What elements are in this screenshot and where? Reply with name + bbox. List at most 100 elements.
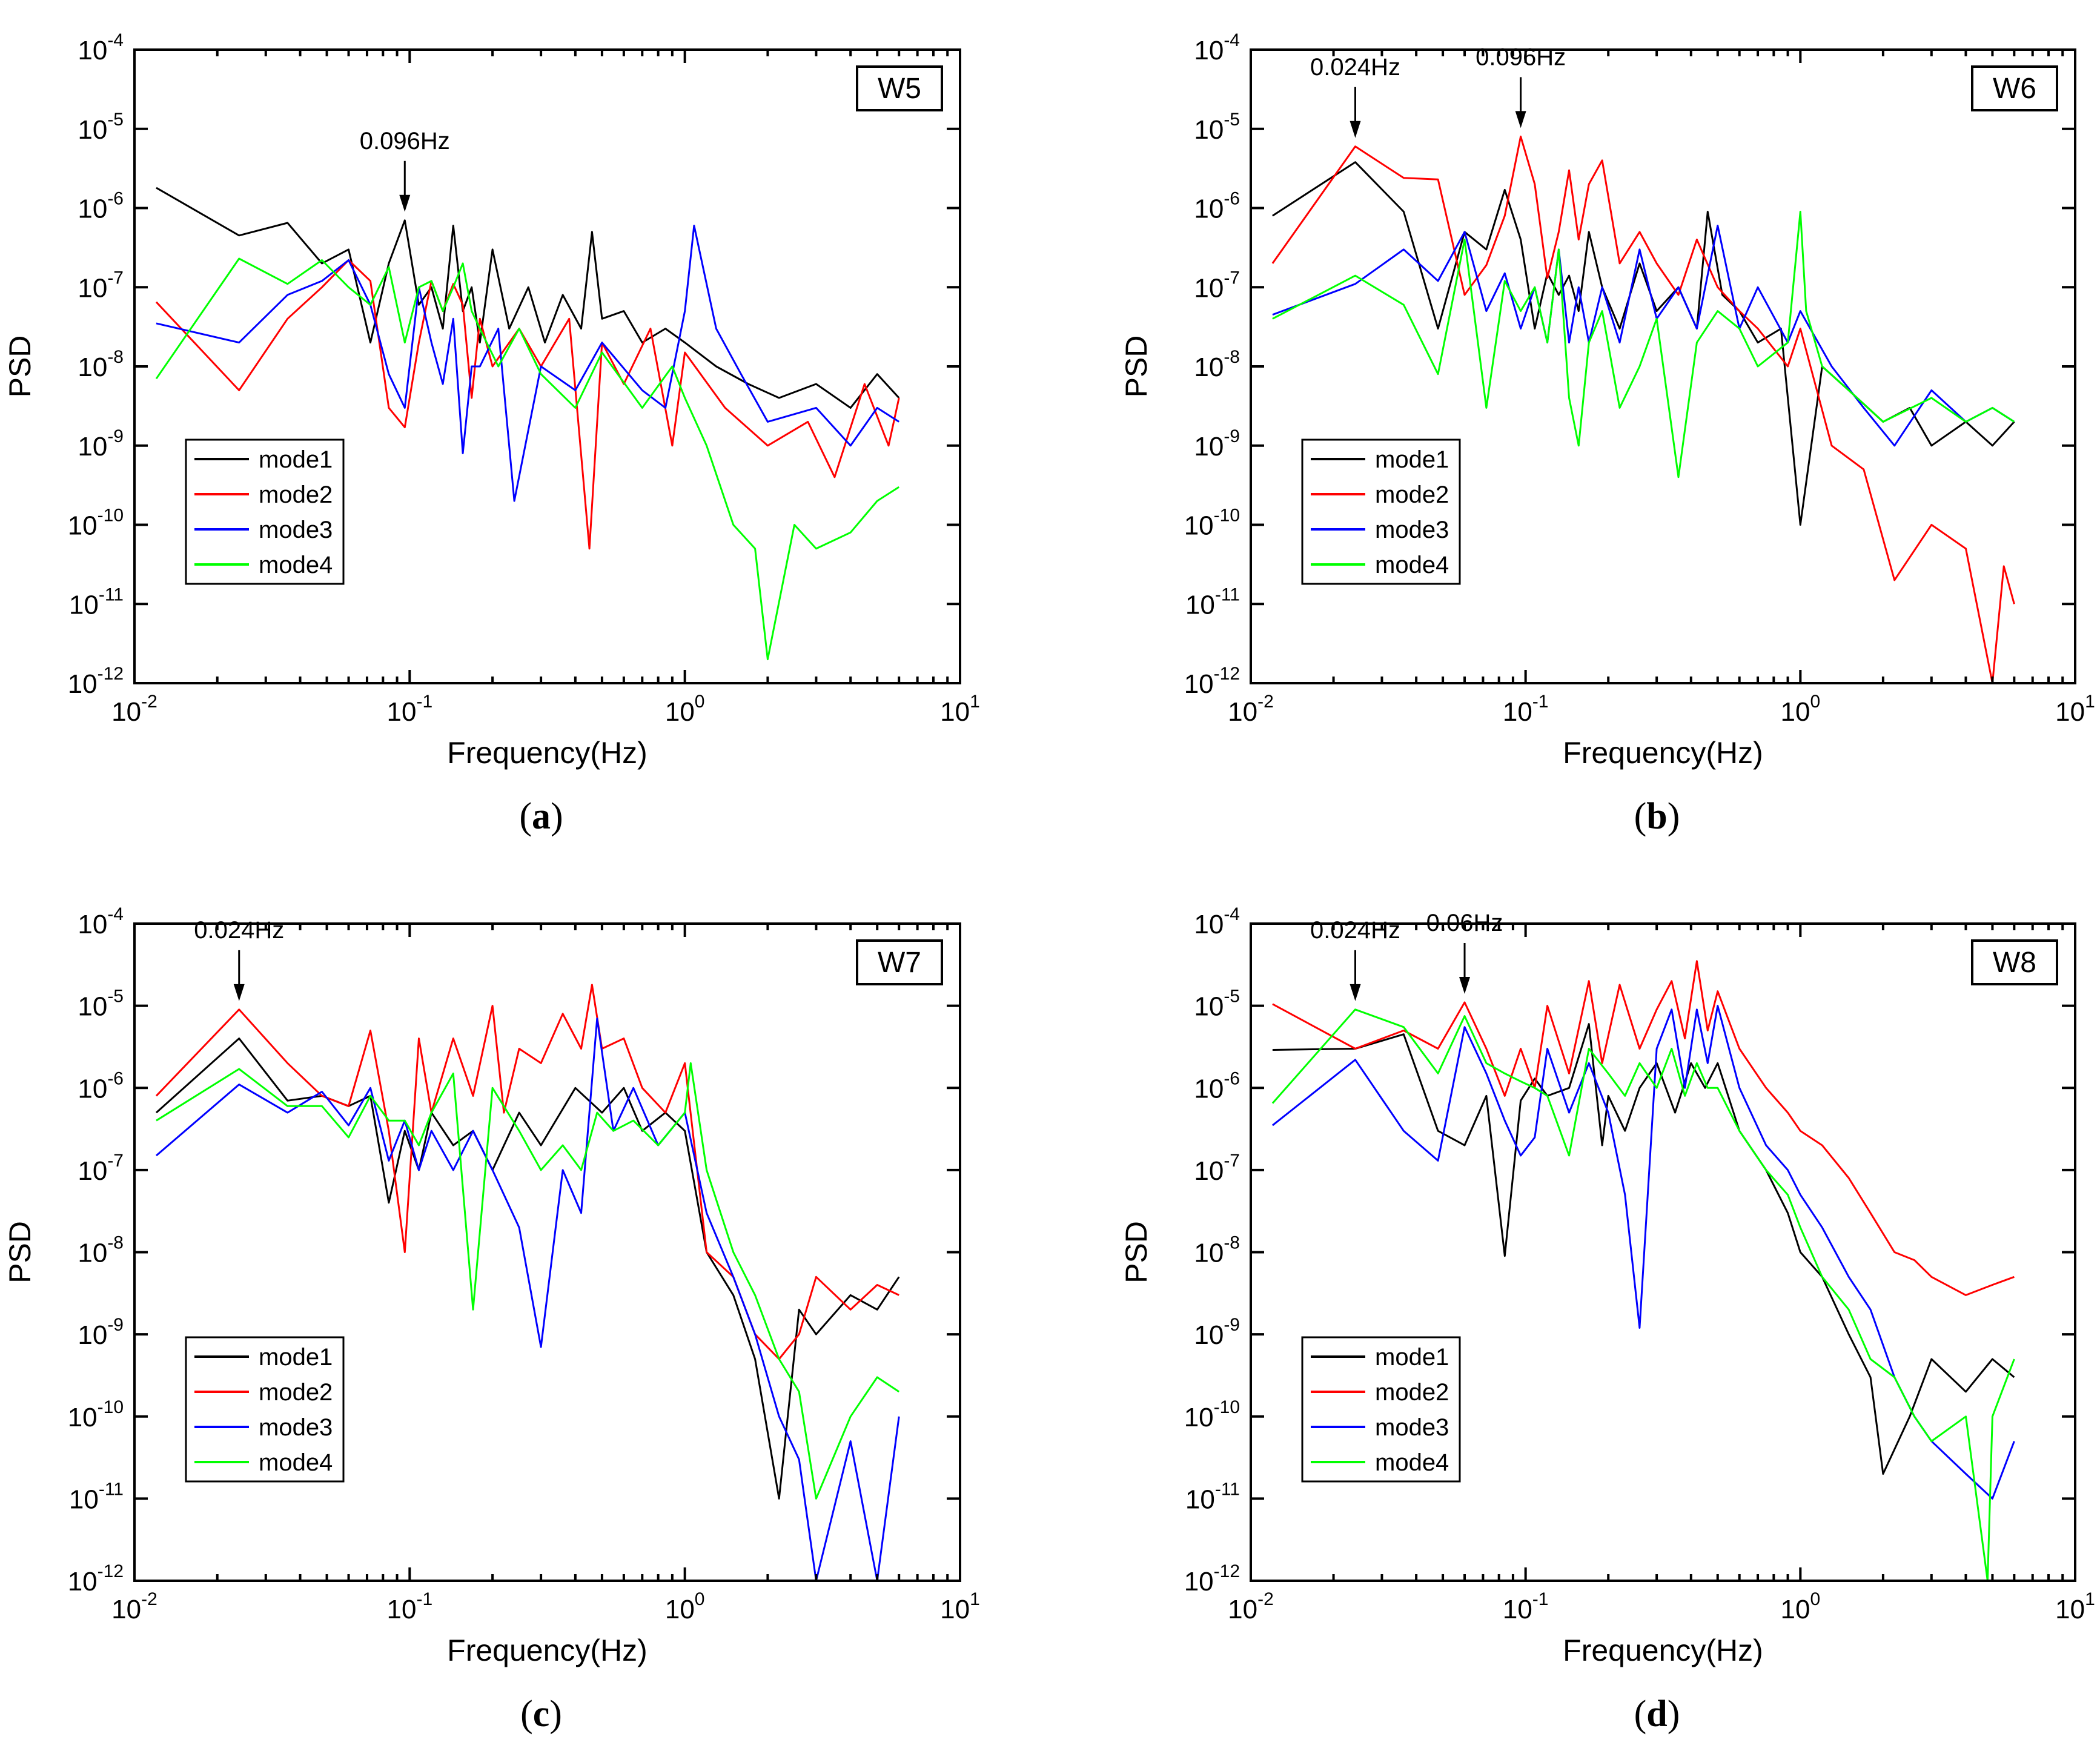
well-tag-label: W8 <box>1993 947 2036 979</box>
x-axis-label: Frequency(Hz) <box>1563 736 1763 770</box>
y-tick-label: 10-7 <box>1194 268 1240 303</box>
panel-caption: (b) <box>1634 796 1680 837</box>
y-tick-label: 10-8 <box>78 1233 124 1268</box>
chart-panel-a: 10-2 10-1 100 101 10-12 10-11 10-10 10-9 10-8 10-… <box>3 30 980 837</box>
legend-label-mode1: mode1 <box>1375 1344 1449 1371</box>
legend-label-mode1: mode1 <box>259 446 333 473</box>
y-tick-label: 10-9 <box>78 1315 124 1350</box>
legend-label-mode2: mode2 <box>259 1379 333 1406</box>
y-axis-label: PSD <box>3 336 37 398</box>
panel-caption: (c) <box>520 1693 562 1735</box>
y-tick-label: 10-11 <box>69 584 124 620</box>
legend-label-mode2: mode2 <box>1375 481 1449 508</box>
y-tick-label: 10-6 <box>78 189 124 224</box>
y-tick-label: 10-12 <box>68 664 124 699</box>
y-tick-label: 10-5 <box>78 110 124 145</box>
legend-box <box>185 438 345 585</box>
chart-panel-b: 10-2 10-1 100 101 10-12 10-11 10-10 10-9 10-8 10-… <box>1119 30 2095 837</box>
legend: mode1 mode2 mode3 mode4 <box>185 1336 345 1483</box>
y-tick-label: 10-10 <box>1184 506 1240 541</box>
y-tick-label: 10-7 <box>78 268 124 303</box>
well-tag-label: W5 <box>878 73 921 105</box>
x-tick-label: 100 <box>665 1589 705 1624</box>
y-tick-label: 10-11 <box>1185 1479 1240 1514</box>
annotation-arrow-head <box>1350 121 1361 138</box>
y-tick-label: 10-5 <box>1194 987 1240 1022</box>
y-tick-label: 10-9 <box>78 426 124 462</box>
y-tick-label: 10-5 <box>1194 110 1240 145</box>
series-line-mode3 <box>156 1017 900 1582</box>
legend-label-mode4: mode4 <box>259 552 333 578</box>
y-axis-label: PSD <box>1119 1221 1153 1283</box>
x-tick-label: 10-1 <box>1503 1589 1549 1624</box>
series-line-mode2 <box>155 259 900 550</box>
peak-annotation: 0.06Hz <box>1426 910 1503 994</box>
series-line-mode3 <box>1272 225 2015 447</box>
y-tick-label: 10-11 <box>69 1479 124 1514</box>
x-tick-label: 10-2 <box>1228 692 1274 727</box>
chart-panel-c: 10-2 10-1 100 101 10-12 10-11 10-10 10-9 10-8 10-… <box>3 904 980 1735</box>
y-axis-label: PSD <box>1119 336 1153 398</box>
x-axis-label: Frequency(Hz) <box>447 1633 648 1667</box>
series-line-mode4 <box>156 1062 900 1500</box>
series-line-mode1 <box>1272 1023 2015 1475</box>
x-tick-label: 10-2 <box>111 1589 157 1624</box>
x-tick-label: 10-2 <box>1228 1589 1274 1624</box>
y-tick-label: 10-8 <box>1194 1233 1240 1268</box>
annotation-label: 0.06Hz <box>1426 910 1503 936</box>
y-tick-label: 10-11 <box>1185 584 1240 620</box>
annotation-label: 0.024Hz <box>194 917 284 944</box>
chart-panel-d: 10-2 10-1 100 101 10-12 10-11 10-10 10-9 10-8 10-… <box>1119 904 2095 1735</box>
legend-label-mode2: mode2 <box>259 481 333 508</box>
y-tick-label: 10-12 <box>1184 664 1240 699</box>
series-line-mode2 <box>1272 960 2015 1296</box>
annotation-arrow-head <box>233 984 245 1001</box>
y-tick-label: 10-6 <box>1194 1068 1240 1104</box>
annotation-label: 0.096Hz <box>360 128 450 154</box>
x-tick-label: 10-1 <box>1503 692 1549 727</box>
series-line-mode1 <box>156 187 900 409</box>
annotation-label: 0.024Hz <box>1310 54 1400 81</box>
y-tick-label: 10-4 <box>78 904 124 939</box>
y-tick-label: 10-10 <box>1184 1397 1240 1432</box>
legend-label-mode2: mode2 <box>1375 1379 1449 1406</box>
y-tick-label: 10-10 <box>68 1397 124 1432</box>
y-tick-label: 10-9 <box>1194 426 1240 462</box>
series-line-mode4 <box>1271 1008 2015 1582</box>
y-tick-label: 10-8 <box>78 347 124 382</box>
well-tag-box <box>1971 65 2058 111</box>
series-line-mode3 <box>1271 1005 2015 1500</box>
series-line-mode2 <box>1271 135 2015 684</box>
y-tick-label: 10-5 <box>78 987 124 1022</box>
y-tick-label: 10-7 <box>78 1151 124 1186</box>
peak-annotation: 0.024Hz <box>1310 917 1400 1001</box>
legend-label-mode3: mode3 <box>259 1414 333 1441</box>
legend: mode1 mode2 mode3 mode4 <box>185 438 345 585</box>
x-tick-label: 10-1 <box>387 1589 433 1624</box>
y-tick-label: 10-12 <box>68 1561 124 1597</box>
legend-label-mode3: mode3 <box>1375 1414 1449 1441</box>
legend: mode1 mode2 mode3 mode4 <box>1301 1336 1461 1483</box>
x-tick-label: 101 <box>940 692 980 727</box>
well-tag-label: W7 <box>878 947 921 979</box>
legend: mode1 mode2 mode3 mode4 <box>1301 438 1461 585</box>
series-line-mode4 <box>155 257 900 661</box>
x-tick-label: 101 <box>2055 1589 2095 1624</box>
well-tag-box <box>1971 939 2058 985</box>
x-axis-label: Frequency(Hz) <box>1563 1633 1763 1667</box>
legend-label-mode4: mode4 <box>1375 552 1449 578</box>
x-tick-label: 10-1 <box>387 692 433 727</box>
well-tag-box <box>856 65 943 111</box>
annotation-arrow-head <box>399 194 411 212</box>
legend-label-mode3: mode3 <box>1375 517 1449 543</box>
legend-label-mode1: mode1 <box>1375 446 1449 473</box>
annotation-arrow-head <box>1459 977 1471 994</box>
x-tick-label: 101 <box>940 1589 980 1624</box>
series-line-mode2 <box>155 984 899 1360</box>
well-tag-box <box>856 939 943 985</box>
legend-box <box>1301 438 1461 585</box>
x-tick-label: 10-2 <box>111 692 157 727</box>
x-tick-label: 100 <box>1781 1589 1821 1624</box>
x-tick-label: 101 <box>2055 692 2095 727</box>
